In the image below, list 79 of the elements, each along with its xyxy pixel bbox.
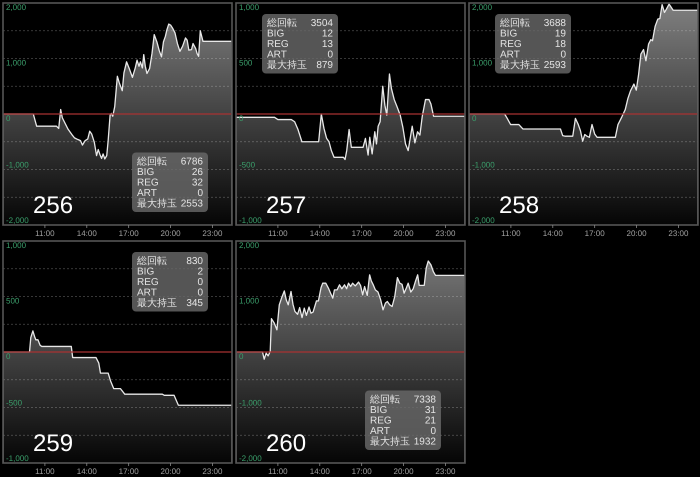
text: REG 0 bbox=[137, 276, 203, 288]
y-tick-label: 1,000 bbox=[239, 296, 260, 306]
y-tick-label: -1,000 bbox=[472, 160, 496, 170]
annotation: 最大持玉 1932 bbox=[370, 434, 436, 447]
y-tick-label: -1,000 bbox=[239, 216, 262, 225]
text: ART 0 bbox=[137, 286, 203, 298]
text: ART 0 bbox=[500, 48, 566, 60]
x-tick-label: 20:00 bbox=[394, 229, 414, 238]
x-tick-label: 11:00 bbox=[501, 229, 522, 238]
x-tick-label: 17:00 bbox=[352, 229, 372, 238]
y-tick-label: 0 bbox=[239, 352, 244, 361]
y-tick-label: 1,000 bbox=[6, 241, 27, 250]
x-tick-label: 11:00 bbox=[268, 467, 288, 476]
text: 総回転 3688 bbox=[500, 17, 566, 28]
x-tick-label: 14:00 bbox=[542, 229, 564, 238]
y-tick-label: 1,000 bbox=[472, 58, 493, 68]
y-tick-label: -1,000 bbox=[6, 454, 30, 463]
x-tick-label: 20:00 bbox=[626, 229, 648, 238]
text: REG 18 bbox=[500, 38, 566, 50]
annotation: 最大持玉 2593 bbox=[500, 58, 566, 70]
x-tick-label: 14:00 bbox=[310, 229, 330, 238]
x-tick-label: 23:00 bbox=[435, 467, 456, 476]
text: ART 0 bbox=[370, 425, 436, 436]
x-tick-label: 11:00 bbox=[35, 229, 56, 238]
text: 総回転 7338 bbox=[370, 394, 436, 405]
y-tick-label: -2,000 bbox=[6, 216, 30, 225]
y-tick-label: -2,000 bbox=[472, 216, 496, 225]
x-tick-label: 11:00 bbox=[35, 467, 56, 476]
annotation: 最大持玉 345 bbox=[137, 296, 204, 308]
y-tick-label: -500 bbox=[6, 398, 23, 408]
x-tick-label: 17:00 bbox=[352, 467, 372, 476]
x-tick-label: 20:00 bbox=[160, 229, 182, 238]
x-tick-label: 20:00 bbox=[394, 467, 414, 476]
x-tick-label: 14:00 bbox=[310, 467, 330, 476]
y-tick-label: 0 bbox=[472, 114, 477, 123]
text: 257 bbox=[266, 192, 306, 219]
x-tick-label: 14:00 bbox=[76, 467, 98, 476]
y-tick-label: 500 bbox=[239, 58, 253, 68]
x-tick-label: 17:00 bbox=[118, 467, 140, 476]
text: BIG 19 bbox=[500, 28, 566, 39]
text: REG 21 bbox=[370, 414, 436, 426]
y-tick-label: 2,000 bbox=[239, 241, 260, 250]
annotation: 最大持玉 2553 bbox=[137, 196, 204, 209]
y-tick-label: -2,000 bbox=[239, 454, 262, 463]
y-tick-label: 0 bbox=[6, 114, 11, 123]
text: ART 0 bbox=[267, 48, 333, 60]
y-tick-label: 1,000 bbox=[6, 58, 27, 68]
text: 256 bbox=[33, 192, 74, 219]
text: REG 13 bbox=[267, 38, 333, 50]
x-tick-label: 23:00 bbox=[202, 229, 224, 238]
text: ART 0 bbox=[137, 187, 203, 198]
x-tick-label: 17:00 bbox=[118, 229, 140, 238]
annotation: 最大持玉 879 bbox=[267, 58, 334, 70]
y-tick-label: 0 bbox=[6, 352, 11, 361]
text: 総回転 3504 bbox=[267, 17, 333, 28]
text: 259 bbox=[33, 430, 74, 457]
y-tick-label: 1,000 bbox=[239, 3, 260, 12]
text: BIG 26 bbox=[137, 166, 203, 178]
text: BIG 2 bbox=[137, 266, 203, 277]
text: 総回転 6786 bbox=[137, 156, 203, 167]
y-tick-label: -1,000 bbox=[6, 160, 30, 170]
x-tick-label: 23:00 bbox=[435, 229, 456, 238]
text: 260 bbox=[266, 430, 306, 457]
y-tick-label: 2,000 bbox=[472, 3, 493, 12]
text: 総回転 830 bbox=[137, 255, 203, 266]
y-tick-label: -500 bbox=[239, 160, 256, 170]
text: BIG 12 bbox=[267, 28, 333, 39]
x-tick-label: 23:00 bbox=[668, 229, 690, 238]
x-tick-label: 17:00 bbox=[584, 229, 606, 238]
y-tick-label: -1,000 bbox=[239, 398, 262, 408]
text: REG 32 bbox=[137, 176, 203, 188]
text: 258 bbox=[499, 192, 540, 219]
text: BIG 31 bbox=[370, 404, 436, 416]
x-tick-label: 14:00 bbox=[76, 229, 98, 238]
x-tick-label: 11:00 bbox=[268, 229, 288, 238]
x-tick-label: 20:00 bbox=[160, 467, 182, 476]
y-tick-label: 2,000 bbox=[6, 3, 27, 12]
x-tick-label: 23:00 bbox=[202, 467, 224, 476]
y-tick-label: 500 bbox=[6, 296, 20, 306]
